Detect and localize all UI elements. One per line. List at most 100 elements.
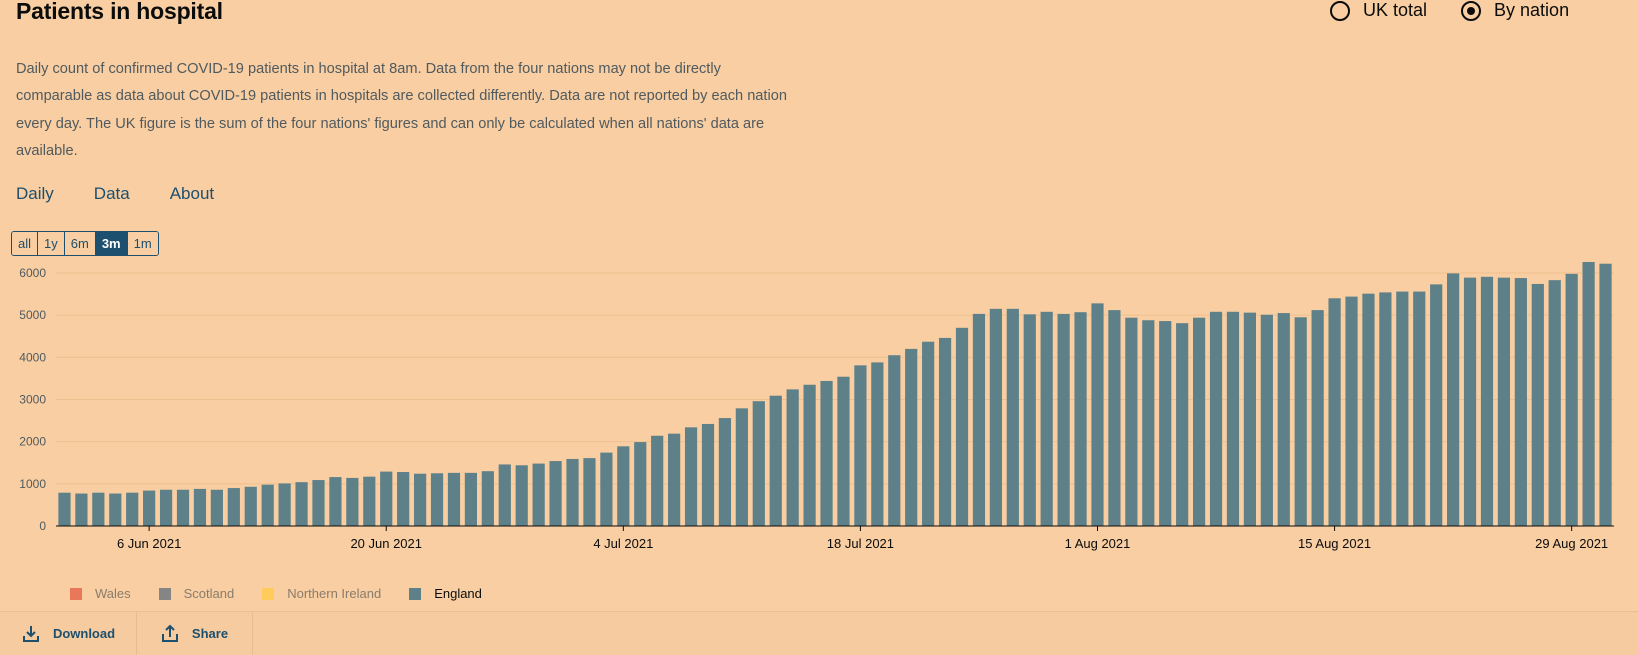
bar-england[interactable] bbox=[227, 488, 240, 526]
bar-england[interactable] bbox=[972, 313, 986, 526]
tab-daily[interactable]: Daily bbox=[16, 184, 54, 203]
bar-england[interactable] bbox=[159, 489, 173, 526]
bar-england[interactable] bbox=[481, 471, 494, 526]
bar-england[interactable] bbox=[75, 493, 88, 526]
bar-england[interactable] bbox=[1345, 296, 1358, 526]
bar-england[interactable] bbox=[888, 355, 901, 526]
bar-england[interactable] bbox=[1209, 311, 1223, 526]
uk-total-radio[interactable]: UK total bbox=[1330, 0, 1427, 21]
bar-england[interactable] bbox=[261, 484, 274, 526]
range-1m-button[interactable]: 1m bbox=[127, 232, 158, 255]
bar-england[interactable] bbox=[820, 380, 833, 526]
bar-england[interactable] bbox=[1463, 277, 1477, 526]
legend-item-england[interactable]: England bbox=[409, 586, 482, 601]
bar-england[interactable] bbox=[752, 401, 765, 526]
bar-england[interactable] bbox=[1311, 310, 1324, 526]
bar-england[interactable] bbox=[566, 458, 579, 526]
download-button[interactable]: Download bbox=[0, 612, 137, 655]
bar-england[interactable] bbox=[718, 418, 732, 526]
bar-england[interactable] bbox=[414, 473, 427, 526]
bar-england[interactable] bbox=[938, 337, 952, 526]
range-3m-button[interactable]: 3m bbox=[95, 232, 128, 255]
bar-england[interactable] bbox=[1260, 314, 1273, 526]
bar-england[interactable] bbox=[955, 327, 969, 526]
bar-england[interactable] bbox=[1108, 310, 1121, 526]
bar-england[interactable] bbox=[447, 472, 461, 526]
bar-england[interactable] bbox=[617, 446, 630, 526]
bar-england[interactable] bbox=[1091, 303, 1104, 526]
bar-england[interactable] bbox=[1447, 273, 1460, 526]
bar-england[interactable] bbox=[1497, 277, 1511, 526]
range-all-button[interactable]: all bbox=[12, 232, 39, 255]
bar-england[interactable] bbox=[600, 452, 613, 526]
bar-england[interactable] bbox=[1480, 276, 1494, 526]
bar-england[interactable] bbox=[1413, 291, 1426, 526]
bar-england[interactable] bbox=[1599, 263, 1612, 526]
bar-england[interactable] bbox=[905, 348, 918, 526]
bar-england[interactable] bbox=[295, 482, 308, 526]
bar-england[interactable] bbox=[786, 389, 799, 526]
bar-england[interactable] bbox=[634, 442, 647, 526]
legend-item-scotland[interactable]: Scotland bbox=[158, 586, 234, 601]
bar-england[interactable] bbox=[684, 427, 698, 526]
by-nation-radio-circle[interactable] bbox=[1461, 0, 1482, 21]
bar-england[interactable] bbox=[329, 477, 342, 526]
bar-england[interactable] bbox=[735, 408, 748, 526]
bar-england[interactable] bbox=[532, 463, 545, 526]
bar-england[interactable] bbox=[193, 488, 207, 526]
share-button[interactable]: Share bbox=[136, 612, 253, 655]
bar-england[interactable] bbox=[1430, 284, 1443, 526]
bar-england[interactable] bbox=[1362, 293, 1375, 526]
bar-england[interactable] bbox=[769, 395, 782, 526]
bar-england[interactable] bbox=[1040, 311, 1053, 526]
bar-england[interactable] bbox=[1193, 317, 1206, 526]
bar-england[interactable] bbox=[1582, 262, 1595, 526]
bar-england[interactable] bbox=[989, 308, 1002, 526]
bar-england[interactable] bbox=[1006, 308, 1019, 526]
bar-england[interactable] bbox=[126, 492, 139, 526]
bar-england[interactable] bbox=[1176, 323, 1189, 526]
bar-england[interactable] bbox=[1074, 312, 1087, 526]
bar-england[interactable] bbox=[549, 461, 562, 526]
bar-england[interactable] bbox=[1057, 313, 1070, 526]
range-1y-button[interactable]: 1y bbox=[38, 232, 65, 255]
tab-data[interactable]: Data bbox=[93, 184, 130, 203]
bar-england[interactable] bbox=[1243, 312, 1256, 526]
bar-england[interactable] bbox=[854, 365, 867, 526]
bar-england[interactable] bbox=[498, 464, 511, 526]
bar-england[interactable] bbox=[244, 486, 257, 526]
bar-england[interactable] bbox=[1565, 273, 1578, 526]
bar-england[interactable] bbox=[1548, 280, 1561, 526]
uk-total-radio-circle[interactable] bbox=[1330, 0, 1350, 21]
bar-england[interactable] bbox=[143, 490, 156, 526]
bar-england[interactable] bbox=[651, 435, 664, 526]
bar-england[interactable] bbox=[1023, 314, 1036, 526]
bar-england[interactable] bbox=[1294, 317, 1307, 526]
bar-england[interactable] bbox=[1277, 313, 1290, 526]
bar-england[interactable] bbox=[922, 341, 935, 526]
bar-england[interactable] bbox=[1226, 311, 1240, 526]
bar-england[interactable] bbox=[346, 477, 359, 526]
bar-england[interactable] bbox=[1125, 317, 1138, 526]
bar-england[interactable] bbox=[1159, 321, 1172, 526]
bar-england[interactable] bbox=[871, 362, 884, 526]
bar-england[interactable] bbox=[109, 493, 122, 526]
bar-england[interactable] bbox=[464, 472, 477, 526]
bar-england[interactable] bbox=[837, 376, 850, 526]
bar-england[interactable] bbox=[803, 384, 816, 526]
bar-england[interactable] bbox=[380, 471, 393, 526]
bar-england[interactable] bbox=[210, 489, 223, 526]
tab-about[interactable]: About bbox=[169, 184, 215, 203]
bar-england[interactable] bbox=[278, 483, 291, 526]
bar-england[interactable] bbox=[363, 476, 376, 526]
bar-england[interactable] bbox=[583, 458, 596, 526]
by-nation-radio[interactable]: By nation bbox=[1461, 0, 1569, 21]
bar-england[interactable] bbox=[92, 492, 105, 526]
bar-england[interactable] bbox=[1514, 278, 1527, 526]
bar-england[interactable] bbox=[397, 472, 410, 526]
bar-england[interactable] bbox=[1396, 291, 1409, 526]
bar-england[interactable] bbox=[701, 423, 715, 526]
bar-england[interactable] bbox=[58, 492, 71, 526]
legend-item-northern-ireland[interactable]: Northern Ireland bbox=[262, 586, 381, 601]
bar-england[interactable] bbox=[1328, 298, 1341, 526]
